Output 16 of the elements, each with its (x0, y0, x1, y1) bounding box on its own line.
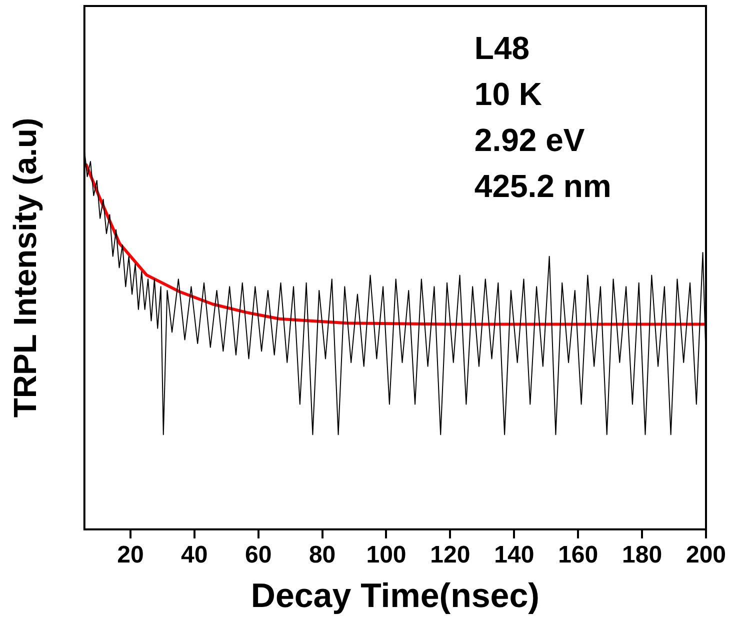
x-tick-label: 20 (117, 541, 144, 568)
x-tick-label: 160 (558, 541, 598, 568)
x-tick-label: 80 (308, 541, 336, 568)
x-tick-label: 60 (244, 541, 272, 568)
x-axis-title: Decay Time(nsec) (250, 576, 540, 615)
y-axis-title: TRPL Intensity (a.u) (7, 118, 44, 418)
x-tick-label: 180 (622, 541, 662, 568)
x-tick-label: 120 (430, 541, 470, 568)
x-tick-label: 200 (686, 541, 726, 568)
text: 10 K (474, 76, 542, 112)
annotation: 425.2 nm (474, 168, 612, 204)
text: L48 (474, 30, 530, 66)
annotation: 2.92 eV (474, 122, 586, 158)
x-tick-label: 100 (366, 541, 406, 568)
x-tick-label: 40 (181, 541, 208, 568)
x-tick-label: 140 (494, 541, 534, 568)
